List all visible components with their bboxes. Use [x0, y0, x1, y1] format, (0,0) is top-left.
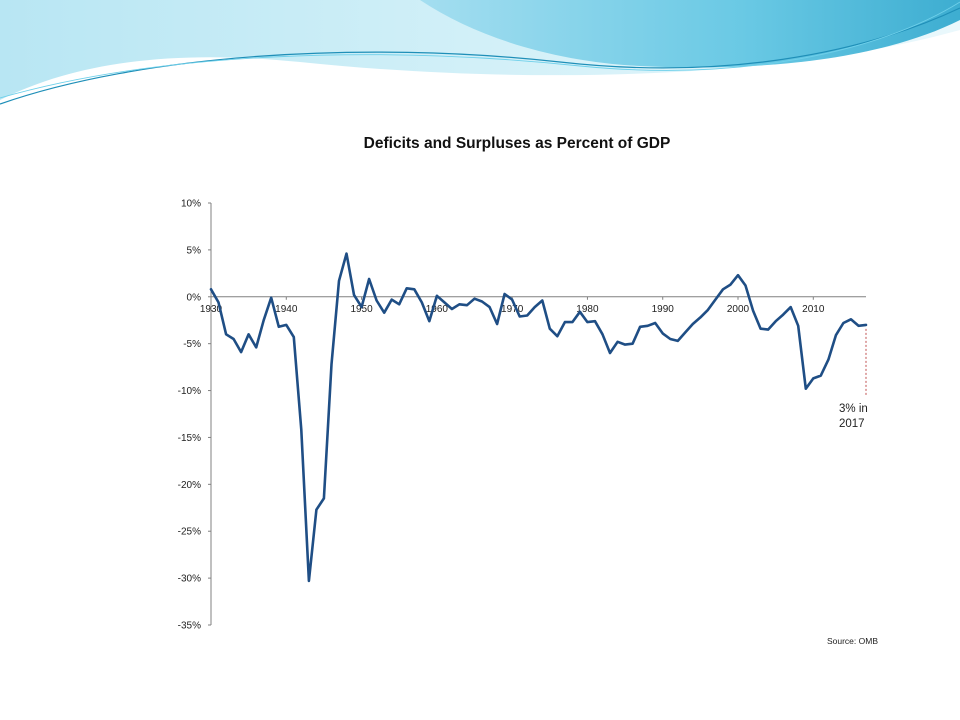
y-tick-label: 10% — [181, 199, 201, 210]
series-line — [209, 252, 868, 583]
chart-title: Deficits and Surpluses as Percent of GDP — [364, 135, 671, 152]
y-tick-label: 5% — [187, 245, 202, 256]
x-tick-label: 1980 — [576, 304, 599, 315]
y-tick-label: -5% — [183, 339, 201, 350]
slide-header-swoosh — [0, 0, 960, 105]
x-tick-label: 1940 — [275, 304, 298, 315]
y-tick-label: -10% — [178, 386, 201, 397]
x-tick-label: 2010 — [802, 304, 825, 315]
annotation-text-line-1: 3% in — [839, 403, 868, 415]
y-tick-label: -30% — [178, 574, 201, 585]
y-tick-label: 0% — [187, 292, 202, 303]
banner-mid-wave — [420, 0, 960, 68]
y-tick-label: -15% — [178, 433, 201, 444]
series-layer — [209, 252, 868, 583]
x-tick-label: 1960 — [426, 304, 449, 315]
y-tick-label: -35% — [178, 621, 201, 632]
banner-line-1 — [0, 7, 960, 105]
annotation-layer: 3% in 2017 — [839, 328, 868, 430]
y-axis-ticks: 10% 5% 0% -5% -10% -15% -20% -25% -30% -35% — [178, 199, 211, 632]
annotation-text-line-2: 2017 — [839, 418, 865, 430]
x-tick-label: 2000 — [727, 304, 750, 315]
chart-canvas: Deficits and Surpluses as Percent of GDP… — [178, 135, 879, 646]
y-tick-label: -25% — [178, 527, 201, 538]
y-tick-label: -20% — [178, 480, 201, 491]
chart-panel: Deficits and Surpluses as Percent of GDP… — [58, 98, 888, 720]
x-tick-label: 1930 — [200, 304, 223, 315]
x-tick-label: 1990 — [652, 304, 675, 315]
banner-line-2 — [0, 1, 960, 99]
x-tick-label: 1950 — [350, 304, 373, 315]
chart-axes — [210, 203, 866, 625]
source-note: Source: OMB — [827, 636, 878, 646]
x-tick-label: 1970 — [501, 304, 524, 315]
